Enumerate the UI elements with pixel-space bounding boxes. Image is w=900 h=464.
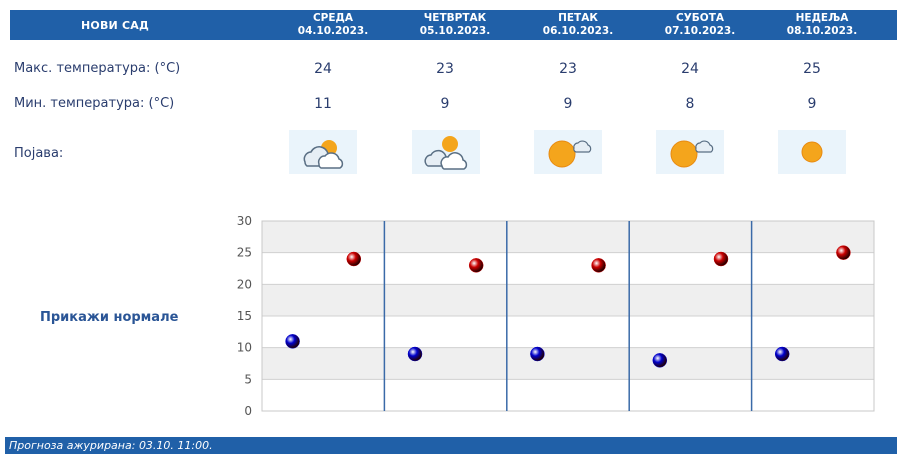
phenomenon-label: Појава: (14, 146, 64, 161)
min-temp-value: 11 (314, 96, 332, 112)
cloudy-sun-icon (289, 130, 357, 174)
day-name: ЧЕТВРТАК (423, 12, 487, 24)
min-temp-point (530, 346, 545, 362)
min-temp-point (285, 334, 300, 349)
min-temp-point (652, 353, 668, 368)
sun-cloud-icon (656, 130, 724, 174)
day-name: ПЕТАК (558, 12, 598, 24)
max-temp-point (836, 245, 851, 260)
max-temp-label: Макс. температура: (°C) (14, 61, 181, 76)
min-temp-value: 9 (440, 96, 450, 112)
min-temp-label: Мин. температура: (°C) (14, 96, 175, 111)
min-temp-point (774, 346, 790, 362)
day-date: 04.10.2023. (297, 25, 369, 37)
y-axis: 0 5 10 15 20 25 30 (237, 214, 252, 418)
y-tick-label: 30 (237, 214, 252, 228)
day-header: ПЕТАК 06.10.2023. (523, 12, 633, 38)
sun-cloud-icon (534, 130, 602, 174)
max-temp-value: 23 (559, 61, 577, 77)
max-temp-value: 24 (314, 61, 332, 77)
forecast-header: НОВИ САД СРЕДА 04.10.2023. ЧЕТВРТАК 05.1… (10, 10, 897, 40)
y-tick-label: 10 (237, 341, 252, 355)
footer-bar: Прогноза ажурирана: 03.10. 11:00. (5, 437, 897, 454)
data-points (285, 245, 851, 368)
max-temp-value: 24 (681, 61, 699, 77)
max-temp-point (713, 251, 729, 267)
city-name: НОВИ САД (81, 18, 149, 32)
day-name: СУБОТА (675, 12, 725, 24)
day-name: НЕДЕЉА (795, 12, 849, 24)
update-label: Прогноза ажурирана: (9, 439, 136, 452)
day-dividers (383, 221, 753, 411)
max-temp-value: 25 (803, 61, 821, 77)
day-date: 07.10.2023. (664, 25, 736, 37)
grid-band (262, 379, 874, 411)
day-date: 06.10.2023. (542, 25, 614, 37)
max-temp-point (591, 258, 606, 273)
grid-band (262, 284, 874, 316)
day-header: СРЕДА 04.10.2023. (278, 12, 388, 38)
y-tick-label: 15 (237, 309, 252, 323)
grid-band (262, 347, 874, 380)
chart-grid (261, 220, 875, 412)
min-temp-value: 9 (563, 96, 573, 112)
max-temp-point (346, 251, 362, 267)
y-tick-label: 25 (237, 246, 252, 260)
max-temp-point (468, 258, 484, 273)
update-time: 03.10. 11:00. (138, 439, 213, 452)
y-tick-label: 0 (244, 404, 252, 418)
day-date: 05.10.2023. (419, 25, 491, 37)
y-tick-label: 5 (244, 372, 252, 386)
y-tick-label: 20 (237, 277, 252, 291)
grid-band (262, 221, 874, 253)
day-header: ЧЕТВРТАК 05.10.2023. (400, 12, 510, 38)
day-date: 08.10.2023. (786, 25, 858, 37)
min-temp-value: 8 (685, 96, 695, 112)
plot-border (261, 220, 875, 412)
day-header: НЕДЕЉА 08.10.2023. (767, 12, 877, 38)
grid-band (262, 252, 874, 285)
temperature-chart: 0 5 10 15 20 25 30 (237, 214, 875, 418)
day-header: СУБОТА 07.10.2023. (645, 12, 755, 38)
show-normals-link[interactable]: Прикажи нормале (40, 310, 179, 325)
sun-icon (778, 130, 846, 174)
partly-cloudy-icon (412, 130, 480, 174)
max-temp-value: 23 (436, 61, 454, 77)
min-temp-value: 9 (807, 96, 817, 112)
day-name: СРЕДА (312, 12, 354, 24)
min-temp-point (407, 346, 423, 362)
grid-band (262, 316, 874, 348)
